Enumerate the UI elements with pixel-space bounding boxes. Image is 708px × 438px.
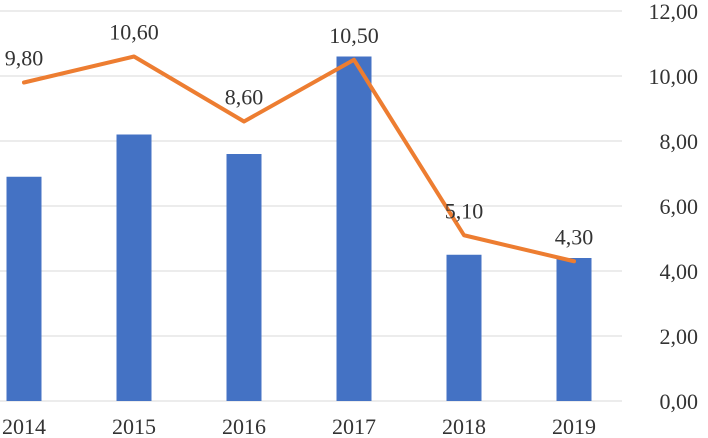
x-axis-ticks: 2014 2015 2016 2017 2018 2019 [2, 414, 596, 438]
x-tick-label: 2018 [442, 414, 486, 438]
bar [336, 56, 372, 401]
y-tick-label: 12,00 [649, 0, 699, 24]
line-data-label: 4,30 [555, 224, 594, 249]
x-tick-label: 2016 [222, 414, 266, 438]
line-data-label: 5,10 [445, 198, 484, 223]
bar [6, 176, 42, 401]
x-tick-label: 2019 [552, 414, 596, 438]
y-tick-label: 6,00 [660, 194, 699, 219]
bar [226, 154, 262, 401]
x-tick-label: 2017 [332, 414, 376, 438]
data-labels: 9,80 10,60 8,60 10,50 5,10 4,30 [5, 20, 594, 250]
y-tick-label: 2,00 [660, 324, 699, 349]
bar [446, 254, 482, 401]
line-series [22, 54, 576, 264]
y-axis-ticks: 0,00 2,00 4,00 6,00 8,00 10,00 12,00 [649, 0, 699, 414]
line-data-label: 8,60 [225, 85, 264, 110]
x-tick-label: 2014 [2, 414, 46, 438]
y-tick-label: 10,00 [649, 64, 699, 89]
bar [556, 258, 592, 401]
line-data-label: 10,60 [109, 20, 159, 45]
y-tick-label: 8,00 [660, 129, 699, 154]
line-path [22, 54, 576, 264]
bar-series [6, 56, 592, 401]
gridlines [0, 10, 622, 402]
y-tick-label: 0,00 [660, 389, 699, 414]
y-tick-label: 4,00 [660, 259, 699, 284]
line-data-label: 10,50 [329, 23, 379, 48]
line-data-label: 9,80 [5, 46, 44, 71]
x-tick-label: 2015 [112, 414, 156, 438]
bar [116, 134, 152, 401]
